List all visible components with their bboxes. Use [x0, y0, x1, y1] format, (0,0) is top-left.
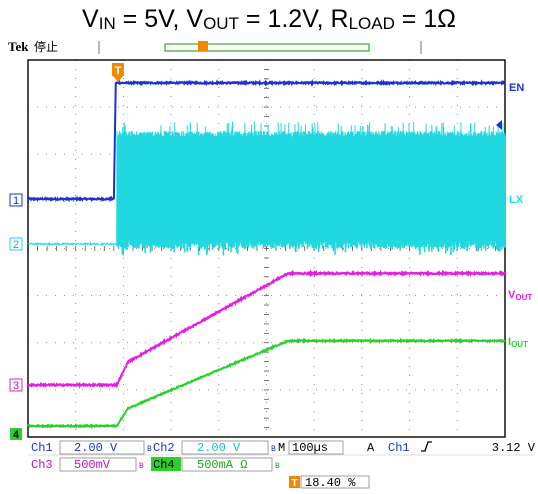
trigger-position-marker: T	[112, 63, 124, 82]
chart-title: VIN = 5V, VOUT = 1.2V, RLOAD = 1Ω	[82, 5, 456, 33]
status-label: 停止	[34, 39, 58, 54]
timebase-box	[288, 440, 344, 455]
trigger-level-arrow	[496, 120, 502, 130]
ch3-scale-box	[59, 457, 137, 472]
record-window-bracket	[164, 43, 370, 52]
svg-text:T: T	[115, 65, 122, 77]
ch2-name: Ch2	[153, 441, 175, 455]
svg-text:4: 4	[13, 429, 20, 441]
plot-frame	[27, 59, 506, 438]
trace-en	[27, 79, 506, 203]
ch4-ground-marker: 4	[10, 428, 22, 441]
ch2-scale: 2.00 V	[197, 441, 241, 455]
ch4-scale: 500mA Ω	[197, 458, 247, 472]
ch4-bw-icon: B	[275, 462, 280, 471]
label-en: EN	[509, 82, 524, 94]
graticule	[27, 59, 506, 438]
svg-text:18.40 %: 18.40 %	[305, 476, 356, 490]
svg-text:1: 1	[13, 195, 19, 207]
ch4-name-box	[151, 457, 181, 471]
trace-lx	[27, 121, 507, 256]
trigger-level: 3.12 V	[492, 441, 536, 455]
timebase-prefix: M	[278, 441, 285, 455]
ch4-scale-box	[181, 457, 273, 472]
ch1-scale-box	[59, 440, 145, 455]
ch1-ground-marker: 1	[9, 193, 23, 207]
ch1-scale: 2.00 V	[74, 441, 118, 455]
trigger-position-readout: T 18.40 %	[289, 475, 370, 490]
svg-text:T: T	[291, 478, 297, 489]
svg-text:2: 2	[13, 239, 19, 251]
ch4-name: Ch4	[153, 458, 175, 472]
brand-label: Tek	[8, 39, 29, 54]
trigger-mode: A	[367, 441, 375, 455]
label-iout: IOUT	[508, 336, 528, 349]
trace-vout	[27, 269, 506, 390]
record-trigger-marker	[198, 41, 208, 51]
ch3-scale: 500mV	[74, 458, 111, 472]
rising-edge-icon	[421, 441, 432, 452]
ch2-bw-icon: B	[271, 445, 276, 454]
trigger-source: Ch1	[388, 441, 410, 455]
ch1-name: Ch1	[31, 441, 53, 455]
traces	[27, 79, 507, 429]
label-vout: VOUT	[508, 289, 532, 302]
ch3-name: Ch3	[31, 458, 53, 472]
ch3-ground-marker: 3	[9, 378, 23, 392]
ch1-bw-icon: B	[147, 445, 152, 454]
ch3-bw-icon: B	[139, 462, 144, 471]
svg-text:3: 3	[13, 380, 19, 392]
ch2-ground-marker: 2	[9, 237, 23, 251]
label-lx: LX	[509, 194, 524, 206]
trace-iout	[27, 337, 506, 429]
timebase: 100µs	[292, 441, 328, 455]
ch2-scale-box	[181, 440, 269, 455]
